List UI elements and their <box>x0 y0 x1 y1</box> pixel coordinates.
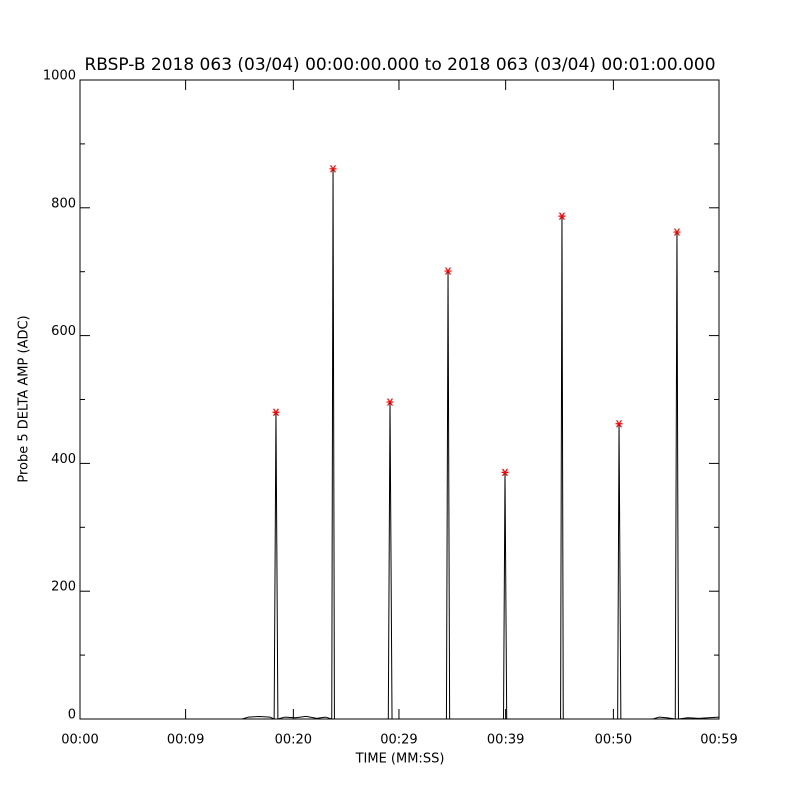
chart-title: RBSP-B 2018 063 (03/04) 00:00:00.000 to … <box>84 55 715 75</box>
y-tick-label: 200 <box>51 580 76 595</box>
y-tick-label: 400 <box>51 452 76 467</box>
y-tick-label: 0 <box>68 708 76 723</box>
y-tick-label: 600 <box>51 324 76 339</box>
y-axis-label: Probe 5 DELTA AMP (ADC) <box>17 315 32 482</box>
x-tick-label: 00:20 <box>275 733 312 748</box>
peak-marker <box>615 419 623 428</box>
peak-marker <box>386 398 394 406</box>
x-axis-label: TIME (MM:SS) <box>355 752 445 767</box>
x-tick-label: 00:00 <box>61 733 98 748</box>
peak-marker <box>444 267 452 275</box>
x-tick-label: 00:59 <box>700 733 737 748</box>
y-tick-label: 1000 <box>43 69 76 84</box>
x-tick-label: 00:09 <box>167 733 204 748</box>
peak-marker <box>558 212 566 220</box>
x-tick-label: 00:29 <box>380 733 417 748</box>
y-tick-label: 800 <box>51 196 76 211</box>
peak-marker <box>329 164 337 173</box>
peak-marker <box>272 408 280 417</box>
peak-marker <box>501 468 509 477</box>
plot-frame <box>79 79 720 720</box>
peak-marker <box>673 228 681 236</box>
signal-line <box>80 168 720 720</box>
x-tick-label: 00:50 <box>595 733 632 748</box>
x-tick-label: 00:39 <box>487 733 524 748</box>
